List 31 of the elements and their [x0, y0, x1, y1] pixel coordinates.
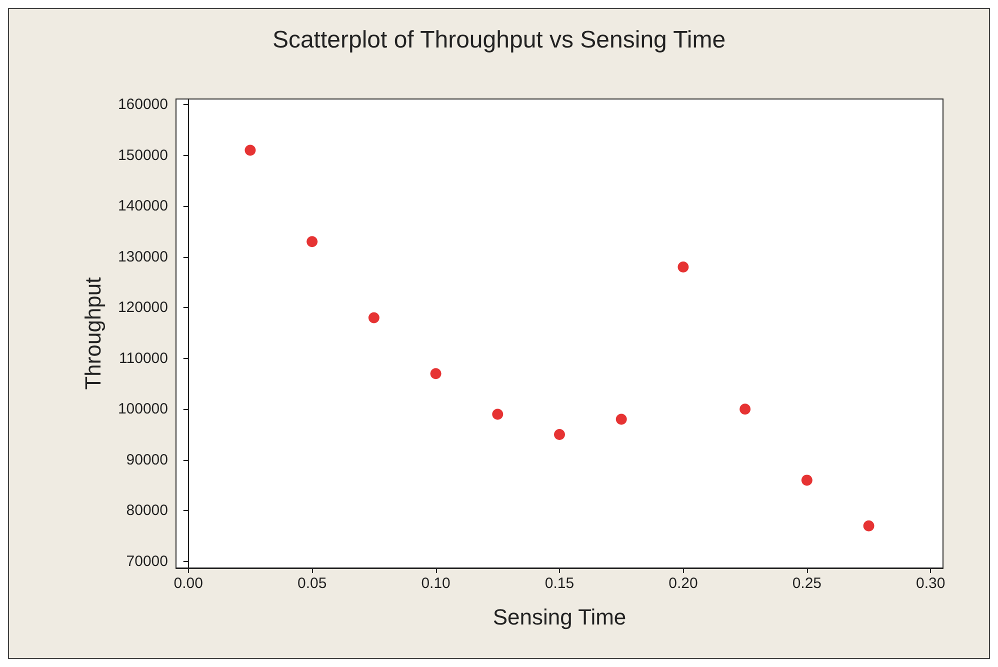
point	[492, 408, 504, 420]
point	[554, 429, 565, 440]
y-tick-label: 140000	[118, 198, 168, 215]
y-tick-label: 160000	[118, 96, 168, 114]
point	[306, 236, 318, 248]
x-tick-label: 0.00	[174, 575, 203, 592]
x-tick-label: 0.25	[792, 575, 822, 592]
point	[801, 474, 812, 486]
y-tick-label: 70000	[126, 552, 168, 570]
point	[244, 144, 256, 156]
point	[740, 404, 751, 415]
y-tick-label: 150000	[118, 146, 168, 164]
point	[616, 414, 627, 425]
y-tick-label: 110000	[119, 350, 168, 367]
x-tick-label: 0.15	[544, 575, 574, 592]
x-tick-label: 0.05	[297, 575, 327, 592]
point	[678, 262, 689, 273]
chart-title: Scatterplot of Throughput vs Sensing Time	[272, 26, 726, 54]
x-tick-label: 0.10	[421, 575, 450, 592]
y-axis-title: Throughput	[80, 277, 106, 390]
x-axis-title: Sensing Time	[492, 604, 626, 630]
y-tick-label: 100000	[118, 400, 168, 418]
x-tick-label: 0.30	[916, 575, 946, 592]
y-tick-label: 120000	[118, 299, 168, 316]
y-tick-label: 80000	[126, 502, 168, 520]
y-tick-label: 90000	[126, 451, 168, 468]
point	[863, 520, 874, 532]
y-tick-label: 130000	[118, 248, 168, 266]
point	[430, 368, 442, 380]
x-tick-label: 0.20	[668, 575, 698, 592]
point	[368, 312, 380, 324]
